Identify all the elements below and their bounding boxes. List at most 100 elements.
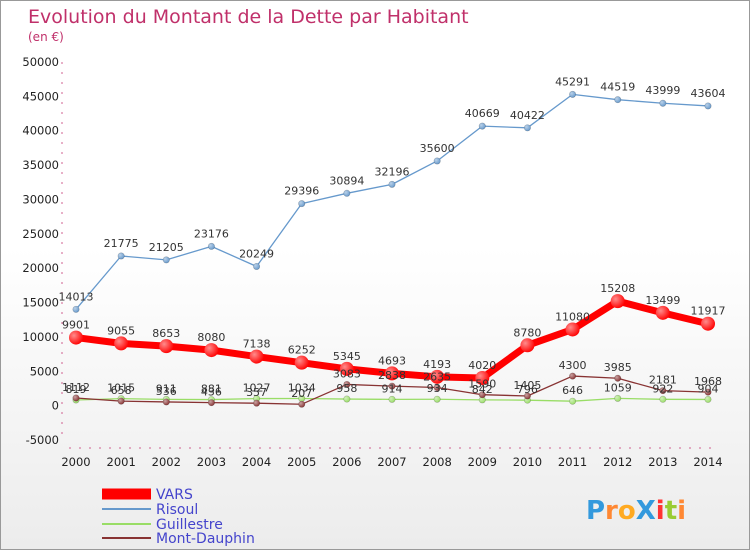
data-point-highlight [339,361,354,376]
legend-label: Risoul [156,502,198,518]
data-label: 3985 [604,361,632,374]
data-label: 1059 [604,381,632,394]
data-label: 20249 [239,247,274,260]
data-label: 1405 [513,379,541,392]
x-tick-label: 2007 [377,455,406,469]
data-point-highlight [475,371,490,386]
data-label: 2181 [649,374,677,387]
data-label: 958 [336,382,357,395]
data-point-highlight [614,395,621,402]
data-label: 21775 [104,237,139,250]
data-point-highlight [614,375,621,382]
data-label: 436 [201,386,222,399]
data-point-highlight [524,392,531,400]
data-point-highlight [433,157,441,165]
data-label: 7138 [243,338,271,351]
x-tick-label: 2011 [558,455,587,469]
x-tick-label: 2012 [603,455,632,469]
data-label: 23176 [194,227,229,240]
data-point-highlight [343,381,351,388]
y-tick-label: 30000 [22,192,59,206]
data-point-highlight [701,316,715,331]
legend-label: VARS [156,487,193,503]
y-tick-label: 10000 [22,330,59,344]
data-point-highlight [479,396,486,404]
legend-label: Mont-Dauphin [156,531,255,547]
series-layer [69,90,715,408]
data-label: 1034 [288,382,316,395]
data-point-highlight [704,388,712,396]
data-label: 8080 [197,331,225,344]
legend-label: Guillestre [156,517,223,533]
x-tick-label: 2003 [197,455,226,469]
data-label: 35600 [420,142,455,155]
data-label: 32196 [375,165,410,178]
data-point-highlight [704,396,712,403]
x-tick-label: 2009 [468,455,497,469]
x-tick-label: 2010 [513,455,542,469]
data-label: 9055 [107,324,135,337]
y-tick-label: 35000 [22,158,59,172]
data-point-highlight [569,372,576,380]
data-point-highlight [479,122,486,130]
data-label: 40422 [510,109,545,122]
series-line-risoul [75,93,709,310]
data-label: 13499 [645,294,680,307]
data-point-highlight [294,355,309,370]
data-label: 8780 [513,326,541,339]
x-tick-label: 2002 [152,455,181,469]
data-point-highlight [430,369,445,384]
data-label: 922 [652,382,673,395]
data-label: 11080 [555,310,590,323]
data-point-highlight [117,252,125,260]
data-label: 5345 [333,350,361,363]
x-tick-label: 2008 [423,455,452,469]
data-label: 1015 [107,382,135,395]
data-point-highlight [385,366,399,381]
data-label: 29396 [284,185,319,198]
y-tick-label: -5000 [26,433,59,447]
y-tick-label: 45000 [22,89,59,103]
data-point-highlight [565,322,580,337]
data-label: 1112 [62,381,90,394]
x-tick-label: 2001 [107,455,136,469]
data-point-highlight [655,305,670,320]
data-label: 6252 [288,344,316,357]
data-label: 30894 [329,174,364,187]
data-label: 14013 [59,290,94,303]
data-label: 2635 [423,371,451,384]
y-tick-label: 5000 [30,364,59,378]
data-point-highlight [249,349,264,364]
x-tick-label: 2013 [648,455,677,469]
chart-title: Evolution du Montant de la Dette par Hab… [28,6,469,28]
y-tick-label: 15000 [22,296,59,310]
x-tick-label: 2000 [61,455,90,469]
data-label: 21205 [149,241,184,254]
data-label: 934 [427,382,448,395]
y-tick-label: 25000 [22,227,59,241]
data-point-highlight [208,399,215,406]
data-label: 819 [66,383,87,396]
data-point-highlight [659,396,667,403]
data-label: 45291 [555,75,590,88]
data-label: 914 [382,382,403,395]
data-label: 15208 [600,282,635,295]
data-point-highlight [253,395,260,402]
data-label: 4300 [559,359,587,372]
data-label: 842 [472,383,493,396]
data-labels: 14013 21775 21205 23176 20249 29396 30894 32196… [59,75,726,400]
y-tick-label: 40000 [22,124,59,138]
chart-subtitle: (en €) [28,30,64,44]
x-tick-label: 2004 [242,455,271,469]
data-point-highlight [69,330,83,345]
data-label: 357 [246,386,267,399]
data-point-highlight [204,343,219,358]
data-label: 904 [698,382,719,395]
data-label: 881 [201,383,222,396]
proxiti-logo-text: ProXiti [586,496,686,526]
data-point-highlight [433,384,441,391]
data-label: 1027 [243,382,271,395]
